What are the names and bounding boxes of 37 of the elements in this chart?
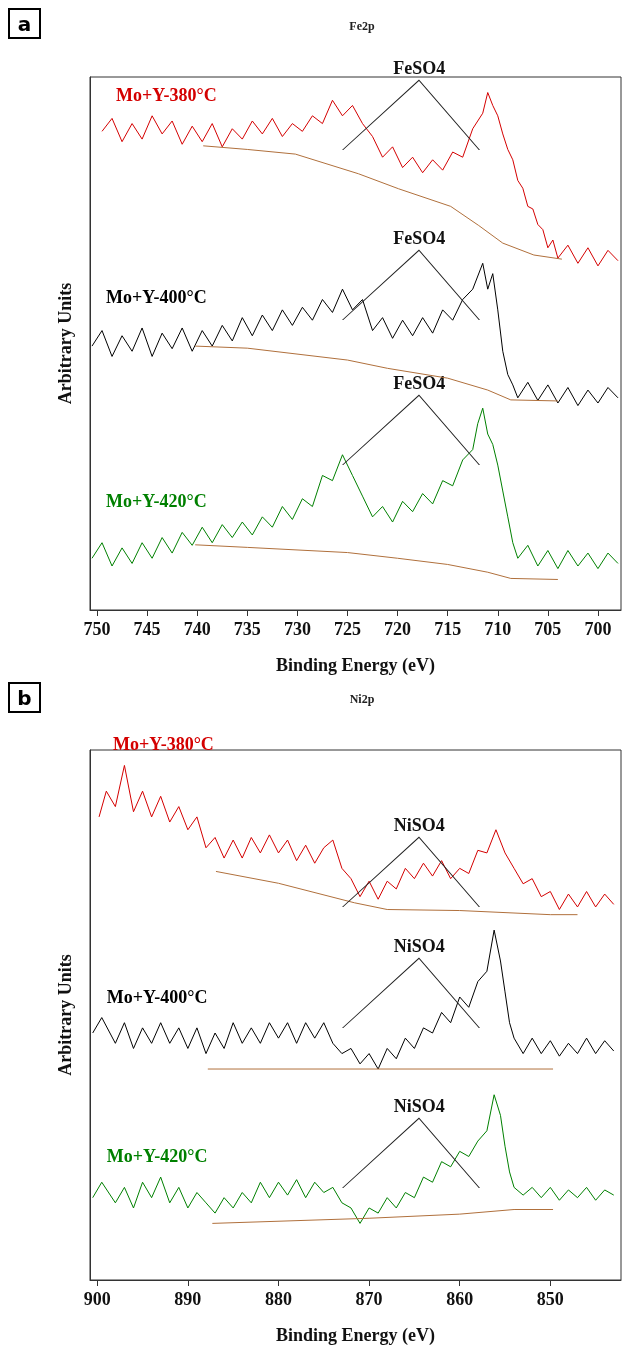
x-tick-label: 725 <box>333 619 361 639</box>
x-tick-label: 720 <box>384 619 412 639</box>
text: FeSO4 <box>393 57 446 78</box>
x-tick-label: 880 <box>264 1289 292 1309</box>
x-tick-label: 730 <box>283 619 311 639</box>
series-label: Mo+Y-420°C <box>106 1146 208 1167</box>
annotation: FeSO4 <box>393 228 446 249</box>
x-tick-label: 860 <box>446 1289 474 1309</box>
x-tick-label: 870 <box>355 1289 383 1309</box>
x-tick-label: 900 <box>83 1289 111 1309</box>
x-tick-label: 735 <box>233 619 261 639</box>
series-label: Mo+Y-400°C <box>106 986 208 1007</box>
x-tick-label: 850 <box>536 1289 564 1309</box>
series-label: Mo+Y-380°C <box>116 84 217 105</box>
x-axis-title: Binding Energy (eV) <box>275 655 436 676</box>
series-label: Mo+Y-420°C <box>106 491 207 512</box>
x-tick-label: 890 <box>174 1289 202 1309</box>
chart-title: Fe2p <box>349 19 375 33</box>
x-axis-title: Binding Energy (eV) <box>275 1325 436 1346</box>
x-tick-label: 750 <box>83 619 111 639</box>
series-label: Mo+Y-380°C <box>113 734 214 755</box>
x-tick-label: 715 <box>434 619 462 639</box>
x-tick-label: 710 <box>484 619 512 639</box>
x-tick-label: 745 <box>133 619 161 639</box>
text: b <box>8 682 41 713</box>
annotation: NiSO4 <box>393 1095 445 1116</box>
chart-title: Ni2p <box>349 692 375 706</box>
annotation: NiSO4 <box>393 815 445 836</box>
y-axis-title: Arbitrary Units <box>55 282 75 405</box>
x-tick-label: 705 <box>534 619 562 639</box>
annotation: NiSO4 <box>393 936 445 957</box>
text: a <box>8 8 41 39</box>
annotation: FeSO4 <box>393 373 446 394</box>
series-label: Mo+Y-400°C <box>106 286 207 307</box>
y-axis-title: Arbitrary Units <box>55 954 75 1076</box>
x-tick-label: 700 <box>584 619 612 639</box>
x-tick-label: 740 <box>183 619 211 639</box>
